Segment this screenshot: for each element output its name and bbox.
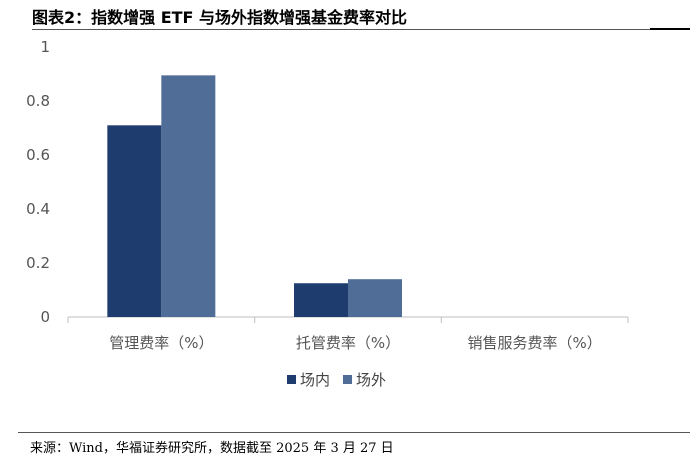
y-tick-label: 0.8 (26, 92, 50, 110)
x-category-label: 管理费率（%） (109, 334, 213, 352)
bar-offexchange (161, 75, 216, 317)
page-title: 图表2：指数增强 ETF 与场外指数增强基金费率对比 (32, 8, 408, 27)
bar-onexchange (294, 283, 348, 317)
y-tick-label: 0.4 (26, 200, 50, 218)
y-tick-label: 1 (40, 38, 50, 56)
x-category-label: 托管费率（%） (296, 334, 400, 352)
bar-offexchange (348, 279, 402, 317)
footer-divider (18, 432, 690, 433)
x-category-label: 销售服务费率（%） (468, 334, 602, 352)
bar-onexchange (107, 125, 162, 317)
y-tick-label: 0 (40, 308, 50, 326)
legend-label: 场外 (356, 371, 386, 389)
title-divider (32, 29, 650, 30)
title-divider-accent (650, 28, 690, 30)
legend-swatch (287, 375, 296, 384)
source-note: 来源：Wind，华福证券研究所，数据截至 2025 年 3 月 27 日 (30, 441, 394, 456)
legend-swatch (343, 375, 352, 384)
legend-label: 场内 (300, 371, 330, 389)
y-tick-label: 0.2 (26, 254, 50, 272)
y-tick-label: 0.6 (26, 146, 50, 164)
